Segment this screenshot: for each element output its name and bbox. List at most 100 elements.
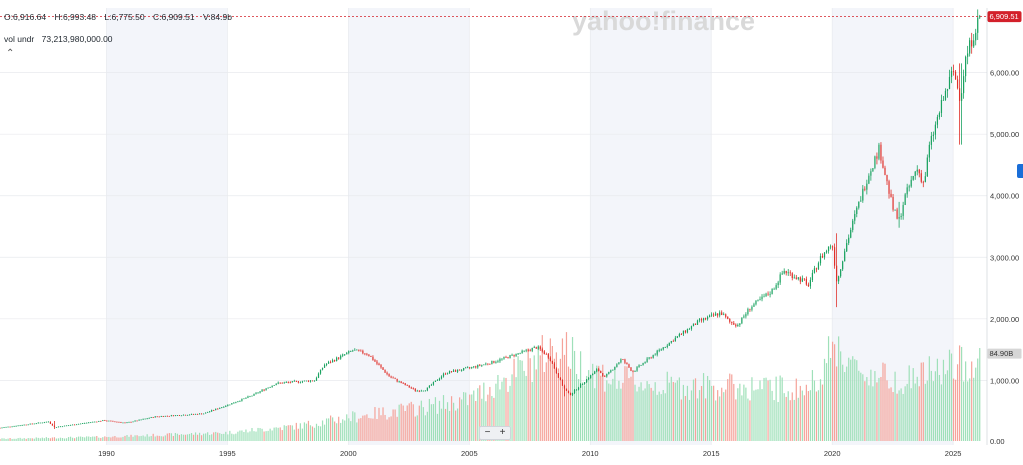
volume-bar [944,374,947,441]
candle-body [713,314,715,316]
side-panel-handle[interactable] [1017,164,1023,178]
volume-bar [305,423,308,441]
volume-bar [348,418,350,441]
volume-bar [926,380,928,441]
candle-body [275,383,277,386]
volume-bar [971,361,973,441]
x-tick-label: 2000 [340,449,357,458]
candle-body [295,380,297,382]
volume-bar [374,407,376,441]
volume-bar [362,415,364,441]
candle-body [672,340,674,342]
volume-bar [765,377,767,441]
candle-body [132,421,134,423]
candle-body [850,229,852,238]
candle-body [338,357,340,359]
candle-body [777,282,779,286]
candle-body [150,417,152,418]
volume-bar [152,433,154,441]
volume-bar [47,437,49,441]
volume-bar [515,377,517,441]
candle-body [936,117,939,125]
candle-body [158,416,160,418]
candle-body [680,334,682,335]
candle-body [424,390,426,392]
candle-body [864,188,866,190]
volume-bar [680,399,682,441]
volume-bar [176,433,179,441]
volume-bar [459,397,461,441]
volume-bar [110,437,112,441]
candle-body [350,351,352,352]
candle-body [164,415,166,417]
volume-bar [249,431,251,441]
candle-body [416,390,418,392]
volume-bar [674,382,676,441]
volume-bar [360,418,362,441]
volume-bar [174,432,176,441]
candle-body [765,293,767,297]
volume-bar [213,432,215,441]
candle-body [241,398,243,401]
collapse-chevron-icon[interactable]: ⌃ [6,48,15,59]
candle-body [467,367,469,369]
volume-bar [541,335,543,441]
volume-bar [23,438,25,441]
candle-body [297,381,299,383]
volume-bar [626,366,628,441]
candle-body [890,193,892,197]
volume-bar [65,438,68,441]
candle-body [196,413,199,415]
year-band [590,8,712,445]
candle-body [862,188,864,201]
candle-body [928,144,930,158]
candle-body [301,381,303,383]
candle-body [31,423,33,425]
candle-body [348,351,350,353]
volume-bar [410,401,412,441]
volume-bar [188,433,191,441]
volume-bar [446,402,449,441]
zoom-out-button[interactable]: − [484,427,491,438]
volume-bar [918,386,920,441]
candle-body [946,88,949,91]
candle-body [7,426,9,428]
volume-bar [527,348,529,441]
candle-body [965,56,967,77]
volume-bar [555,352,558,441]
volume-bar [279,427,281,441]
candle-body [553,363,555,369]
candle-body [573,389,576,394]
volume-bar [9,438,11,441]
volume-bar [400,403,402,441]
watermark: yahoo!finance [572,6,755,36]
volume-bar [207,432,209,441]
volume-bar [225,431,227,441]
candle-body [557,373,560,378]
candle-body [757,299,759,301]
volume-bar [166,433,168,441]
candle-body [632,370,634,372]
volume-bar [737,388,739,441]
volume-bar [940,384,943,441]
volume-bar [803,395,805,441]
zoom-in-button[interactable]: + [499,427,506,438]
volume-bar [922,362,924,441]
candle-body [511,354,513,356]
volume-bar [799,385,801,441]
candle-body [110,420,112,422]
volume-bar [781,377,783,441]
volume-bar [96,436,98,441]
candle-body [73,424,76,426]
candle-body [400,381,402,384]
volume-bar [969,378,971,441]
volume-bar [108,436,110,441]
volume-bar [21,438,23,441]
volume-bar [483,382,485,441]
candle-body [479,364,481,366]
candle-body [198,413,201,415]
candle-body [178,415,181,416]
candle-body [457,369,459,372]
candle-body [140,419,142,421]
